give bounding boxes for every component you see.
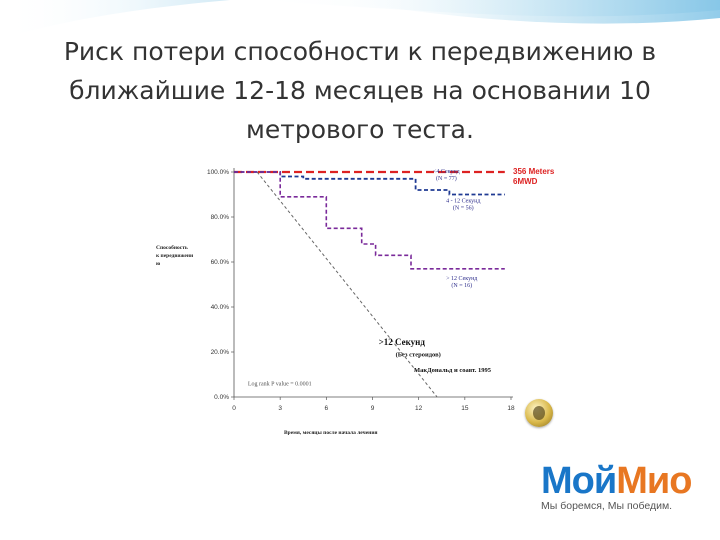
- x-tick-label: 12: [415, 405, 423, 412]
- y-axis-title-line: к передвижени: [156, 253, 194, 259]
- title-line-1: Риск потери способности к передвижению в: [63, 37, 657, 66]
- brand-name-part1: Мой: [541, 460, 617, 502]
- x-tick-label: 15: [461, 405, 469, 412]
- gray-series-sub: (Без стероидов): [396, 351, 441, 358]
- red-label-line-1: 356 Meters: [513, 167, 555, 176]
- logrank-label: Log rank P value = 0.0001: [248, 382, 312, 388]
- medal-icon: [525, 399, 553, 427]
- y-tick-label: 20.0%: [211, 349, 230, 356]
- y-tick-label: 40.0%: [211, 304, 230, 311]
- series-line-3: [234, 171, 505, 270]
- x-tick-label: 18: [507, 405, 515, 412]
- source-label: МакДональд и соавт. 1995: [414, 367, 492, 374]
- series-line-2: [234, 171, 505, 196]
- s3-count: (N = 16): [451, 282, 472, 289]
- y-axis-ticks: 0.0% 20.0% 40.0% 60.0% 80.0% 100.0%: [207, 169, 234, 401]
- title-line-3: метрового теста.: [246, 115, 474, 144]
- y-axis-title-line: Способность: [156, 244, 188, 251]
- slide-title: Риск потери способности к передвижению в…: [20, 32, 700, 149]
- x-axis-title: Время, месяцы после начала лечения: [284, 430, 377, 436]
- title-line-2: ближайшие 12-18 месяцев на основании 10: [69, 76, 651, 105]
- gray-series-label: >12 Секунд: [379, 337, 426, 347]
- chart-series: [234, 170, 505, 398]
- y-tick-label: 60.0%: [211, 259, 230, 266]
- x-axis-ticks: 0 3 6 9 12 15 18: [232, 397, 515, 412]
- s2-count: (N = 56): [453, 205, 474, 212]
- series-line-4: [256, 171, 438, 398]
- kaplan-meier-chart: Способность к передвижени ю Время, месяцы п…: [156, 167, 555, 436]
- x-tick-label: 3: [278, 405, 282, 412]
- x-tick-label: 0: [232, 405, 236, 412]
- brand-name-part2: Мио: [616, 460, 692, 502]
- x-tick-label: 6: [325, 405, 329, 412]
- brand-logo: МойМио Мы боремся, Мы победим.: [541, 462, 701, 512]
- y-axis-title-line: ю: [156, 261, 160, 267]
- y-tick-label: 80.0%: [211, 214, 230, 221]
- x-tick-label: 9: [371, 405, 375, 412]
- s1-count: (N = 77): [436, 175, 457, 182]
- y-tick-label: 0.0%: [214, 394, 229, 401]
- brand-name: МойМио: [541, 462, 701, 500]
- s1-label: <4 Секунд: [433, 169, 460, 175]
- brand-tagline: Мы боремся, Мы победим.: [541, 500, 673, 512]
- s2-label: 4 - 12 Секунд: [446, 199, 480, 205]
- s3-label: > 12 Секунд: [446, 276, 477, 282]
- header-swoosh-decoration: [0, 0, 720, 40]
- red-label-line-2: 6MWD: [513, 177, 538, 186]
- y-tick-label: 100.0%: [207, 169, 229, 176]
